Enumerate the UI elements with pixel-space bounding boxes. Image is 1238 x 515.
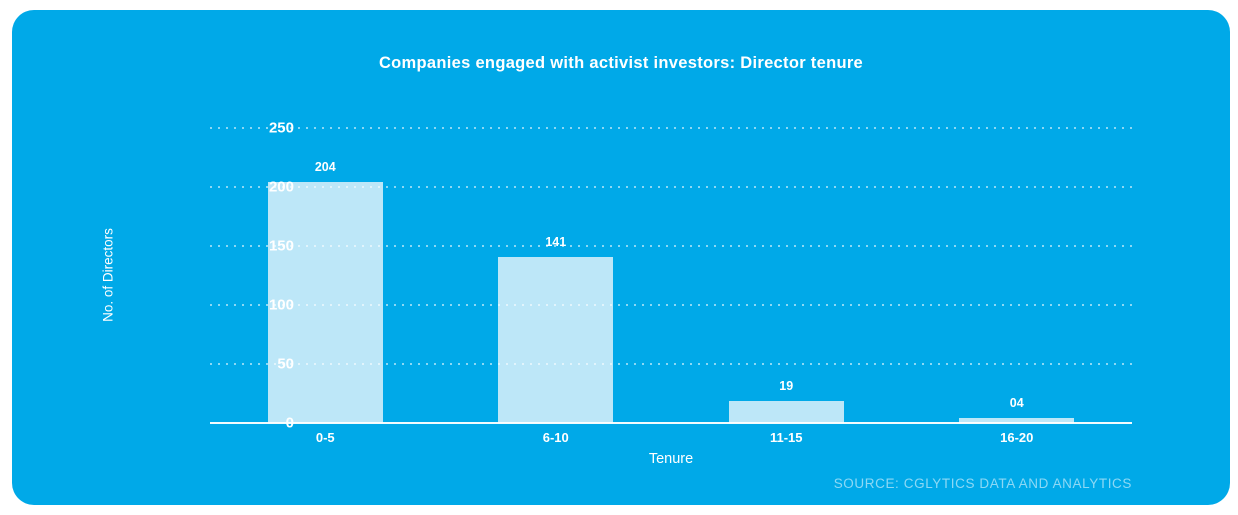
y-tick-label-100: 100 [268, 296, 294, 314]
gridline-y50 [210, 363, 1132, 365]
y-tick-label-150: 150 [268, 237, 294, 255]
bar-6-10 [498, 257, 614, 423]
bar-11-15 [728, 401, 844, 423]
y-tick-label-200: 200 [268, 178, 294, 196]
gridline-y150 [210, 245, 1132, 247]
x-tick-label-11-15: 11-15 [769, 430, 803, 445]
chart-card: Companies engaged with activist investor… [12, 10, 1230, 505]
x-tick-label-6-10: 6-10 [542, 430, 569, 445]
y-tick-label-250: 250 [268, 119, 294, 137]
gridline-y100 [210, 304, 1132, 306]
bar-16-20 [959, 418, 1075, 423]
y-axis-label: No. of Directors [100, 228, 116, 322]
bar-value-label-6-10: 141 [545, 235, 567, 249]
y-tick-label-0: 0 [285, 414, 294, 432]
bar-value-label-0-5: 204 [314, 160, 336, 174]
gridline-y200 [210, 186, 1132, 188]
bar-0-5 [267, 182, 383, 423]
source-attribution: SOURCE: CGLYTICS DATA AND ANALYTICS [833, 476, 1132, 491]
plot-area: 204 141 19 04 [210, 127, 1132, 424]
x-tick-label-16-20: 16-20 [1000, 430, 1034, 445]
gridline-y250 [210, 127, 1132, 129]
chart-title: Companies engaged with activist investor… [378, 54, 864, 72]
bar-value-label-16-20: 04 [1009, 396, 1024, 410]
x-tick-label-0-5: 0-5 [315, 430, 335, 445]
bar-value-label-11-15: 19 [779, 379, 794, 393]
x-axis-label: Tenure [648, 451, 694, 467]
x-axis-line [210, 422, 1132, 424]
y-tick-label-50: 50 [277, 355, 294, 373]
